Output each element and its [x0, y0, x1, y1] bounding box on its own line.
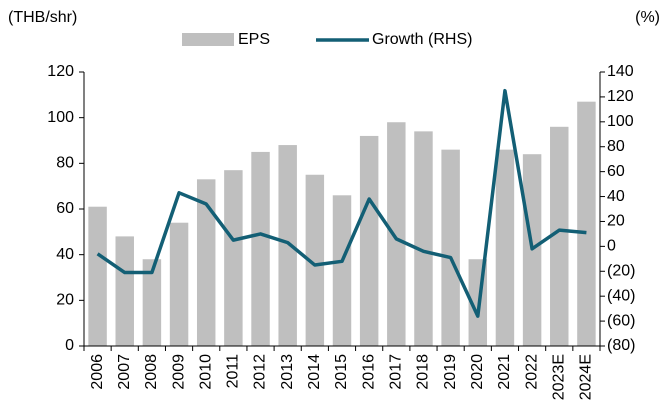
y2-tick-label: (20): [607, 262, 635, 279]
legend-label: Growth (RHS): [372, 31, 472, 48]
bar: [278, 145, 297, 346]
y2-axis-label: (%): [635, 9, 660, 26]
bar: [224, 170, 243, 346]
bar: [414, 131, 433, 346]
bar: [142, 259, 162, 346]
x-tick-label: 2012: [252, 354, 269, 390]
bar: [169, 222, 189, 346]
bar: [305, 174, 325, 346]
y2-tick-label: 80: [607, 138, 625, 155]
y2-tick-label: 20: [607, 213, 625, 230]
x-tick-label: 2016: [360, 354, 377, 390]
growth-line: [96, 88, 587, 318]
bar: [88, 206, 107, 346]
y2-tick-label: 100: [607, 113, 634, 130]
y-tick-label: 100: [47, 109, 74, 126]
y-tick-label: 80: [56, 155, 74, 172]
y-tick-label: 20: [56, 292, 74, 309]
x-tick-label: 2013: [279, 354, 296, 390]
y-tick-label: 60: [56, 200, 74, 217]
bar: [550, 126, 569, 346]
x-tick-label: 2019: [442, 354, 459, 390]
y-axis-label: (THB/shr): [8, 9, 77, 26]
legend-swatch: [182, 33, 234, 46]
x-tick-label: 2022: [523, 354, 540, 390]
x-tick-label: 2024E: [578, 354, 595, 400]
x-tick-label: 2021: [496, 354, 513, 390]
bar: [359, 135, 379, 346]
y2-tick-label: (60): [607, 312, 635, 329]
x-tick-label: 2015: [333, 354, 350, 390]
x-tick-label: 2020: [469, 354, 486, 390]
bar: [387, 122, 406, 346]
x-tick-label: 2018: [415, 354, 432, 390]
bar: [577, 101, 596, 346]
x-tick-label: 2006: [89, 354, 106, 390]
bar: [196, 179, 216, 346]
bar: [251, 151, 270, 346]
y2-tick-label: 120: [607, 88, 634, 105]
legend-label: EPS: [238, 31, 270, 48]
y2-tick-label: (80): [607, 337, 635, 354]
y2-tick-label: 40: [607, 188, 625, 205]
y-tick-label: 40: [56, 246, 74, 263]
x-tick-label: 2011: [225, 354, 242, 389]
x-tick-label: 2009: [170, 354, 187, 390]
y2-tick-label: 0: [607, 238, 616, 255]
y-tick-label: 0: [65, 337, 74, 354]
y2-tick-label: 60: [607, 163, 625, 180]
bar: [495, 149, 515, 346]
x-tick-label: 2007: [116, 354, 133, 390]
bar: [441, 149, 460, 346]
bar: [115, 236, 134, 346]
y-tick-label: 120: [47, 63, 74, 80]
bar: [332, 195, 352, 346]
x-tick-label: 2014: [306, 354, 323, 390]
y2-tick-label: (40): [607, 287, 635, 304]
x-tick-label: 2023E: [550, 354, 567, 400]
y2-tick-label: 140: [607, 63, 634, 80]
x-tick-label: 2008: [143, 354, 160, 390]
x-tick-label: 2010: [197, 354, 214, 390]
x-tick-label: 2017: [388, 354, 405, 390]
